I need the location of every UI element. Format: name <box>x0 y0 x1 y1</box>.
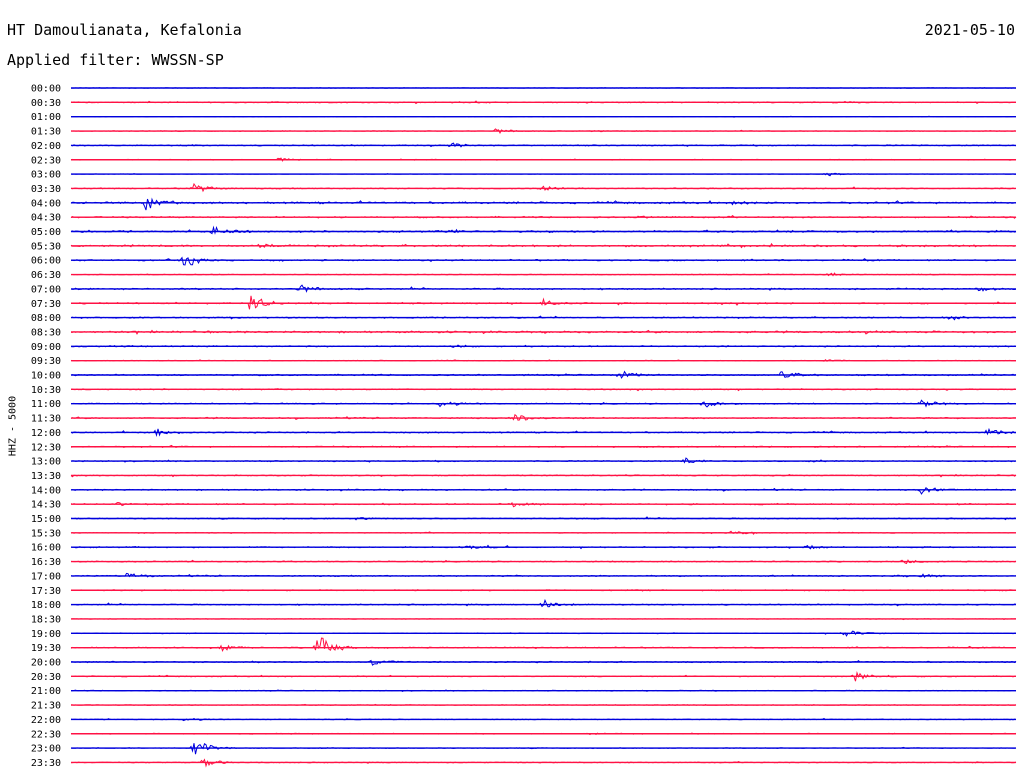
time-tick-label: 15:00 <box>31 514 61 525</box>
time-tick-label: 03:30 <box>31 184 61 195</box>
time-tick-label: 15:30 <box>31 528 61 539</box>
time-tick-label: 21:30 <box>31 701 61 712</box>
time-tick-label: 11:00 <box>31 399 61 410</box>
time-tick-label: 23:30 <box>31 758 61 769</box>
time-tick-label: 04:00 <box>31 198 61 209</box>
time-tick-label: 01:00 <box>31 112 61 123</box>
seismogram-trace <box>71 671 1016 682</box>
seismogram-trace <box>70 487 1017 495</box>
time-tick-label: 02:30 <box>31 155 61 166</box>
time-tick-label: 00:00 <box>31 84 61 95</box>
time-tick-label: 22:30 <box>31 729 61 740</box>
time-tick-label: 11:30 <box>31 414 61 425</box>
time-tick-label: 03:00 <box>31 170 61 181</box>
time-tick-label: 01:30 <box>31 127 61 138</box>
time-tick-label: 10:00 <box>31 371 61 382</box>
time-tick-label: 02:00 <box>31 141 61 152</box>
time-tick-label: 12:30 <box>31 442 61 453</box>
seismogram-trace <box>70 182 1017 193</box>
time-tick-label: 21:00 <box>31 686 61 697</box>
seismogram-trace <box>70 598 1017 608</box>
time-tick-label: 04:30 <box>31 213 61 224</box>
time-tick-label: 17:30 <box>31 586 61 597</box>
station-title: HT Damoulianata, Kefalonia <box>7 21 242 39</box>
seismogram-trace <box>70 197 1017 211</box>
time-tick-label: 20:30 <box>31 672 61 683</box>
time-tick-label: 13:30 <box>31 471 61 482</box>
time-tick-label: 19:30 <box>31 643 61 654</box>
time-tick-label: 23:00 <box>31 744 61 755</box>
filter-label: Applied filter: WWSSN-SP <box>7 51 224 69</box>
time-tick-label: 14:00 <box>31 485 61 496</box>
time-tick-label: 16:30 <box>31 557 61 568</box>
time-tick-label: 00:30 <box>31 98 61 109</box>
time-tick-label: 07:00 <box>31 284 61 295</box>
time-tick-label: 06:30 <box>31 270 61 281</box>
time-tick-label: 09:30 <box>31 356 61 367</box>
time-tick-label: 08:00 <box>31 313 61 324</box>
time-tick-label: 17:00 <box>31 571 61 582</box>
time-tick-label: 07:30 <box>31 299 61 310</box>
seismogram-trace <box>70 457 1017 464</box>
time-tick-label: 05:30 <box>31 241 61 252</box>
seismogram-trace <box>70 637 1016 652</box>
time-tick-label: 20:00 <box>31 658 61 669</box>
time-tick-label: 06:00 <box>31 256 61 267</box>
time-tick-label: 16:00 <box>31 543 61 554</box>
time-tick-label: 14:30 <box>31 500 61 511</box>
time-tick-label: 22:00 <box>31 715 61 726</box>
seismogram-trace <box>70 256 1017 266</box>
time-tick-label: 12:00 <box>31 428 61 439</box>
time-tick-label: 09:00 <box>31 342 61 353</box>
record-date: 2021-05-10 <box>924 21 1015 39</box>
time-tick-label: 19:00 <box>31 629 61 640</box>
time-tick-label: 18:00 <box>31 600 61 611</box>
time-tick-label: 05:00 <box>31 227 61 238</box>
time-tick-label: 10:30 <box>31 385 61 396</box>
seismogram-trace <box>70 225 1017 235</box>
time-tick-label: 18:30 <box>31 614 61 625</box>
seismogram-trace <box>71 659 1017 666</box>
time-tick-label: 13:00 <box>31 457 61 468</box>
time-tick-label: 08:30 <box>31 327 61 338</box>
